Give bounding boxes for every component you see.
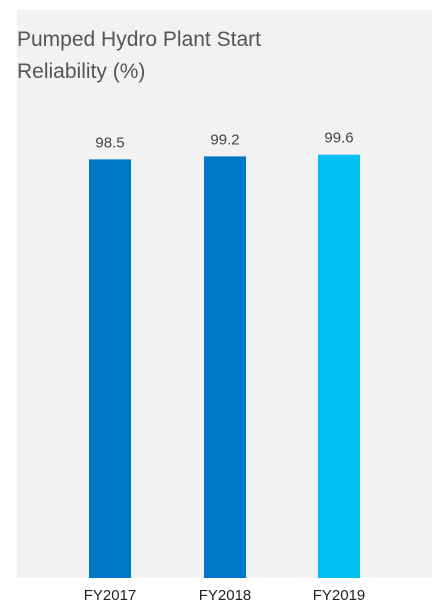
x-tick-label-fy2018: FY2018: [199, 587, 252, 604]
chart-title: Pumped Hydro Plant Start Reliability (%): [17, 28, 261, 83]
x-tick-label-fy2019: FY2019: [313, 587, 366, 604]
bar-fy2019: [318, 154, 360, 578]
x-tick-label-fy2017: FY2017: [84, 587, 137, 604]
value-label-fy2018: 99.2: [210, 131, 239, 148]
value-label-fy2017: 98.5: [95, 134, 124, 151]
value-label-fy2019: 99.6: [324, 130, 353, 147]
bar-fy2018: [204, 156, 246, 578]
bar-fy2017: [89, 159, 131, 578]
